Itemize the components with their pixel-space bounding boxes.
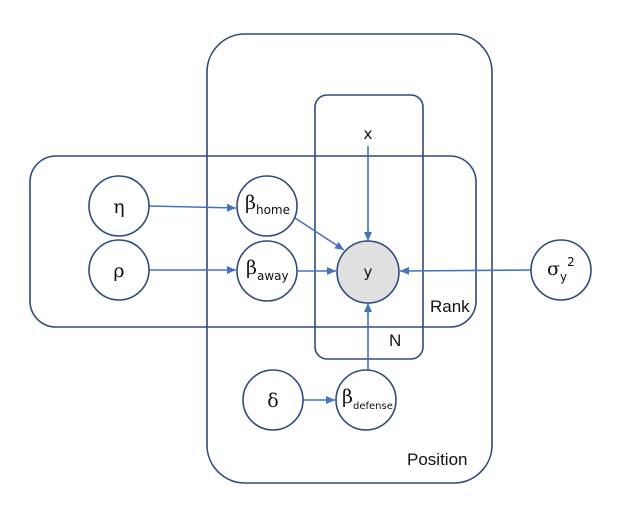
beta-defense-symbol: β bbox=[342, 386, 353, 408]
beta-away-symbol: β bbox=[246, 257, 257, 279]
rank-plate-label: Rank bbox=[430, 297, 470, 316]
n-plate-label: N bbox=[389, 331, 401, 350]
node-beta-defense bbox=[335, 369, 397, 431]
node-eta-label: η bbox=[113, 196, 124, 218]
node-delta bbox=[242, 369, 304, 431]
edge-eta-to-beta-home bbox=[148, 203, 237, 212]
n-plate bbox=[314, 94, 424, 360]
node-eta bbox=[88, 175, 150, 237]
edge-sigma-to-y bbox=[399, 266, 532, 275]
node-rho-label: ρ bbox=[113, 260, 124, 282]
sigma-superscript: 2 bbox=[567, 255, 575, 269]
node-x-label: x bbox=[364, 125, 373, 143]
node-rho bbox=[88, 239, 150, 301]
node-beta-home-label: βhome bbox=[245, 192, 290, 217]
node-beta-home bbox=[236, 175, 298, 237]
position-plate-label: Position bbox=[407, 450, 467, 469]
beta-away-subscript: away bbox=[257, 269, 289, 283]
node-y bbox=[336, 240, 400, 304]
node-beta-defense-label: βdefense bbox=[342, 386, 393, 412]
beta-home-subscript: home bbox=[256, 203, 290, 217]
node-beta-away bbox=[236, 240, 298, 302]
rank-plate bbox=[29, 155, 477, 328]
node-sigma-y2-label: σy2 bbox=[547, 255, 575, 284]
node-beta-away-label: βaway bbox=[246, 257, 289, 283]
node-sigma-y2 bbox=[530, 239, 592, 301]
sigma-subscript: y bbox=[560, 270, 567, 284]
edge-beta-home-to-y bbox=[291, 215, 345, 251]
node-y-label: y bbox=[364, 263, 373, 281]
beta-defense-subscript: defense bbox=[353, 401, 393, 412]
sigma-symbol: σ bbox=[547, 258, 560, 280]
position-plate bbox=[206, 33, 493, 484]
node-delta-label: δ bbox=[267, 390, 278, 412]
beta-home-symbol: β bbox=[245, 192, 256, 214]
